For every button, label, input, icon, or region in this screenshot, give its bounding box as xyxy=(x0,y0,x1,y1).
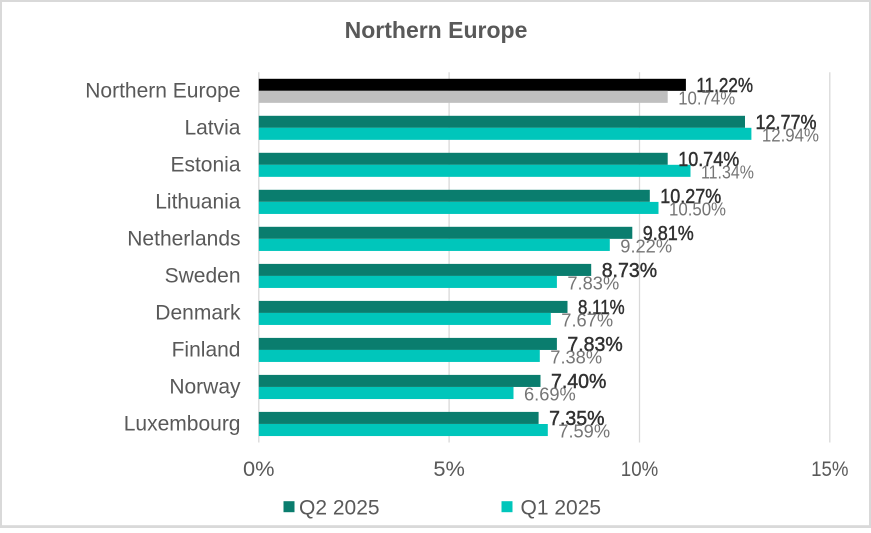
svg-text:12.94%: 12.94% xyxy=(762,124,819,145)
svg-text:7.38%: 7.38% xyxy=(550,347,602,368)
svg-text:0%: 0% xyxy=(243,458,275,481)
svg-text:15%: 15% xyxy=(811,458,848,481)
svg-text:Q1 2025: Q1 2025 xyxy=(521,497,602,520)
svg-text:Finland: Finland xyxy=(172,339,241,362)
svg-text:Estonia: Estonia xyxy=(170,154,240,177)
svg-text:7.35%: 7.35% xyxy=(549,408,605,430)
svg-text:Northern Europe: Northern Europe xyxy=(85,80,240,103)
svg-text:10.74%: 10.74% xyxy=(678,87,735,108)
svg-text:10.50%: 10.50% xyxy=(669,199,726,220)
svg-text:Luxembourg: Luxembourg xyxy=(124,413,241,436)
svg-text:12.77%: 12.77% xyxy=(756,112,817,134)
svg-text:Lithuania: Lithuania xyxy=(155,191,241,214)
svg-text:Latvia: Latvia xyxy=(184,117,240,140)
svg-text:7.83%: 7.83% xyxy=(567,273,619,294)
svg-text:5%: 5% xyxy=(433,458,465,481)
svg-text:8.11%: 8.11% xyxy=(578,297,625,319)
svg-text:11.22%: 11.22% xyxy=(696,75,753,97)
svg-text:10.74%: 10.74% xyxy=(678,149,739,171)
svg-text:9.22%: 9.22% xyxy=(620,236,672,257)
svg-text:7.40%: 7.40% xyxy=(551,371,607,393)
svg-text:7.83%: 7.83% xyxy=(567,334,623,356)
svg-text:Netherlands: Netherlands xyxy=(127,228,240,251)
svg-text:Northern Europe: Northern Europe xyxy=(345,17,528,43)
svg-text:7.59%: 7.59% xyxy=(558,421,610,442)
svg-text:8.73%: 8.73% xyxy=(602,260,658,282)
svg-text:10%: 10% xyxy=(621,458,658,481)
svg-text:9.81%: 9.81% xyxy=(643,223,694,245)
svg-text:Q2 2025: Q2 2025 xyxy=(299,497,380,520)
svg-text:6.69%: 6.69% xyxy=(524,384,576,405)
svg-text:7.67%: 7.67% xyxy=(561,310,613,331)
svg-text:Sweden: Sweden xyxy=(165,265,241,288)
svg-text:11.34%: 11.34% xyxy=(701,161,754,182)
svg-text:10.27%: 10.27% xyxy=(660,186,721,208)
svg-text:Denmark: Denmark xyxy=(155,302,241,325)
svg-text:Norway: Norway xyxy=(169,376,241,399)
